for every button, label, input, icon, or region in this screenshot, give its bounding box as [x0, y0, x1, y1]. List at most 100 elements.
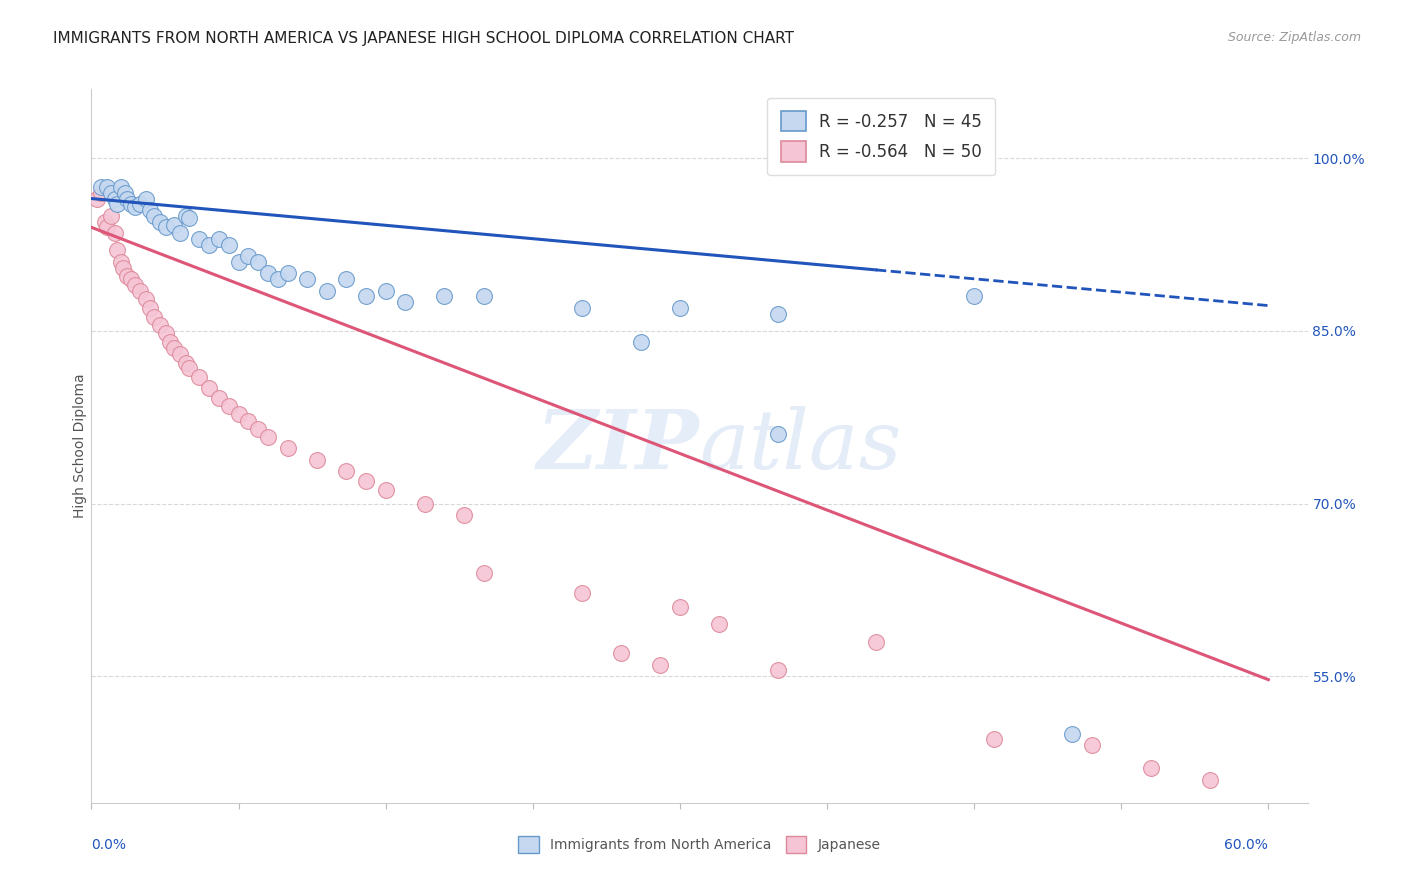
Point	[174, 356, 197, 370]
Point	[135, 192, 157, 206]
Point	[315, 284, 337, 298]
Point	[94, 214, 117, 228]
Text: 0.0%: 0.0%	[91, 838, 127, 853]
Point	[115, 268, 138, 283]
Point	[707, 617, 730, 632]
Point	[155, 326, 177, 341]
Point	[472, 566, 495, 580]
Point	[110, 180, 132, 194]
Point	[188, 370, 211, 384]
Point	[453, 508, 475, 522]
Point	[571, 301, 593, 315]
Point	[335, 272, 357, 286]
Point	[143, 310, 166, 324]
Point	[208, 391, 231, 405]
Point	[669, 301, 692, 315]
Point	[295, 272, 318, 286]
Point	[90, 180, 112, 194]
Point	[110, 255, 132, 269]
Point	[228, 407, 250, 421]
Point	[865, 634, 887, 648]
Point	[650, 657, 672, 672]
Point	[433, 289, 456, 303]
Point	[163, 341, 186, 355]
Text: 60.0%: 60.0%	[1225, 838, 1268, 853]
Point	[247, 255, 270, 269]
Point	[766, 427, 789, 442]
Point	[90, 186, 112, 200]
Point	[163, 218, 186, 232]
Point	[111, 260, 134, 275]
Point	[257, 266, 280, 280]
Point	[105, 244, 128, 258]
Point	[669, 600, 692, 615]
Point	[120, 197, 142, 211]
Point	[335, 464, 357, 478]
Point	[963, 289, 986, 303]
Point	[277, 442, 299, 456]
Point	[86, 192, 108, 206]
Point	[188, 232, 211, 246]
Point	[104, 226, 127, 240]
Point	[630, 335, 652, 350]
Point	[610, 646, 633, 660]
Point	[135, 292, 157, 306]
Point	[1139, 761, 1161, 775]
Point	[218, 237, 240, 252]
Point	[198, 237, 221, 252]
Point	[238, 414, 260, 428]
Point	[100, 186, 122, 200]
Point	[766, 307, 789, 321]
Point	[374, 483, 396, 497]
Point	[198, 381, 221, 395]
Point	[238, 249, 260, 263]
Point	[179, 360, 201, 375]
Point	[983, 732, 1005, 747]
Point	[179, 211, 201, 226]
Point	[267, 272, 290, 286]
Point	[374, 284, 396, 298]
Point	[139, 202, 162, 217]
Point	[104, 192, 127, 206]
Point	[129, 197, 152, 211]
Point	[169, 226, 191, 240]
Point	[413, 497, 436, 511]
Point	[159, 335, 181, 350]
Point	[257, 430, 280, 444]
Point	[120, 272, 142, 286]
Point	[96, 220, 118, 235]
Text: Source: ZipAtlas.com: Source: ZipAtlas.com	[1227, 31, 1361, 45]
Point	[124, 277, 146, 292]
Point	[100, 209, 122, 223]
Point	[115, 192, 138, 206]
Point	[354, 289, 377, 303]
Point	[305, 452, 328, 467]
Point	[218, 399, 240, 413]
Point	[155, 220, 177, 235]
Point	[247, 422, 270, 436]
Point	[766, 664, 789, 678]
Point	[105, 197, 128, 211]
Point	[394, 295, 416, 310]
Text: IMMIGRANTS FROM NORTH AMERICA VS JAPANESE HIGH SCHOOL DIPLOMA CORRELATION CHART: IMMIGRANTS FROM NORTH AMERICA VS JAPANES…	[53, 31, 794, 46]
Point	[96, 180, 118, 194]
Point	[149, 318, 172, 333]
Point	[139, 301, 162, 315]
Point	[354, 474, 377, 488]
Point	[124, 200, 146, 214]
Point	[1081, 738, 1104, 752]
Point	[143, 209, 166, 223]
Point	[1198, 772, 1220, 787]
Point	[472, 289, 495, 303]
Legend: Immigrants from North America, Japanese: Immigrants from North America, Japanese	[512, 830, 887, 860]
Text: ZIP: ZIP	[537, 406, 699, 486]
Point	[129, 284, 152, 298]
Point	[208, 232, 231, 246]
Point	[228, 255, 250, 269]
Text: atlas: atlas	[699, 406, 901, 486]
Point	[571, 586, 593, 600]
Point	[149, 214, 172, 228]
Point	[1062, 727, 1084, 741]
Point	[277, 266, 299, 280]
Point	[114, 186, 136, 200]
